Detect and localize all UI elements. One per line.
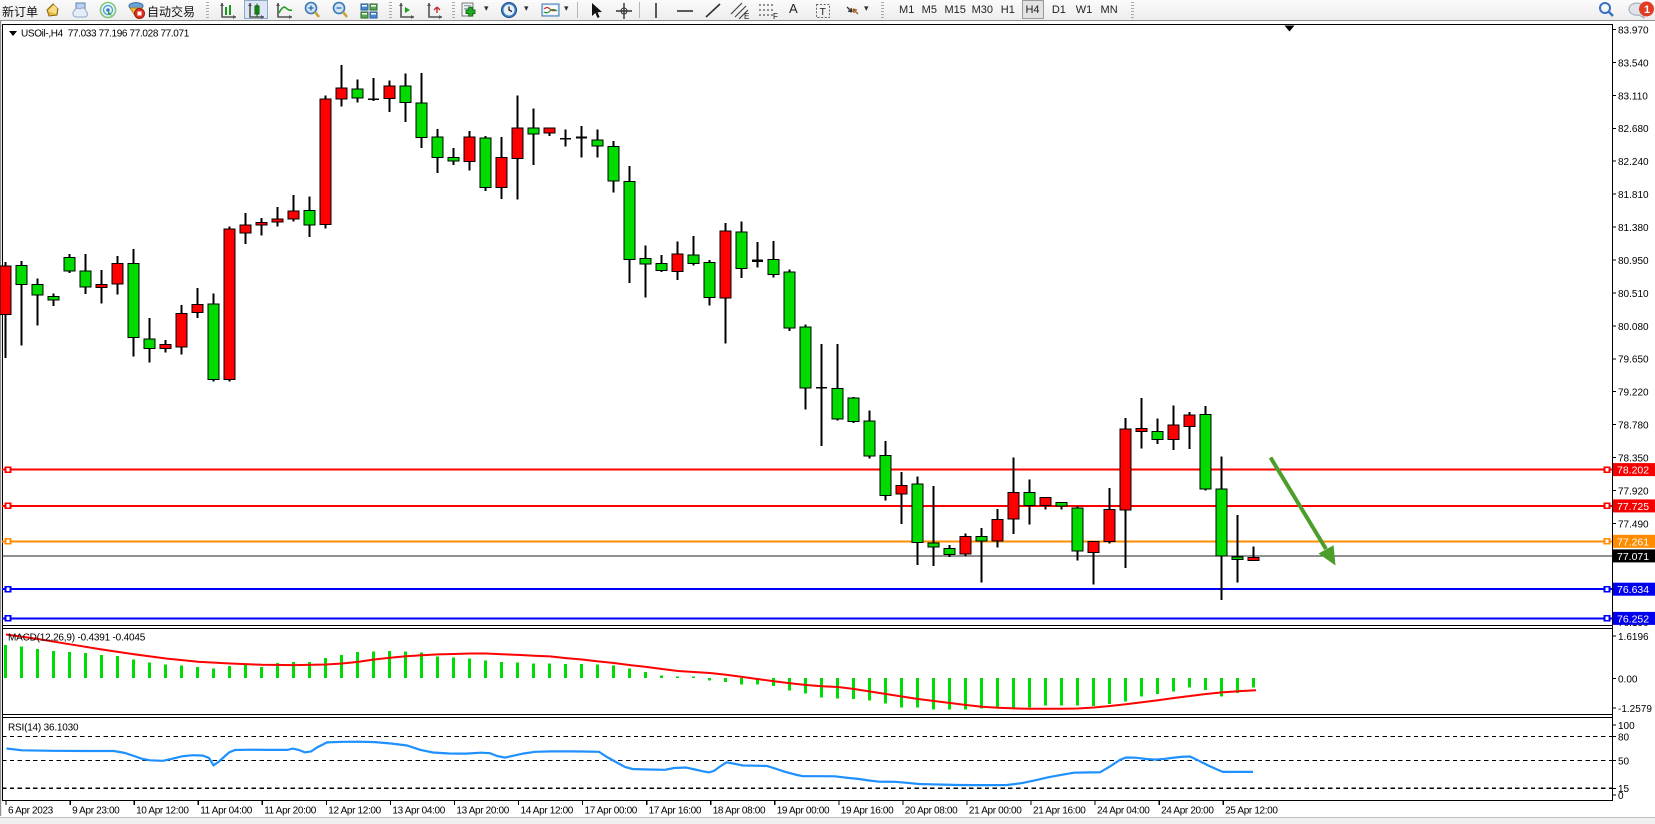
svg-text:79.650: 79.650 xyxy=(1618,355,1649,366)
svg-text:21 Apr 00:00: 21 Apr 00:00 xyxy=(969,806,1022,817)
svg-text:24 Apr 20:00: 24 Apr 20:00 xyxy=(1161,806,1214,817)
svg-text:1: 1 xyxy=(1644,4,1650,16)
svg-text:11 Apr 04:00: 11 Apr 04:00 xyxy=(200,806,253,817)
svg-text:USOil-,H4 77.033 77.196 77.02: USOil-,H4 77.033 77.196 77.028 77.071 xyxy=(21,29,190,40)
svg-text:13 Apr 20:00: 13 Apr 20:00 xyxy=(456,806,509,817)
svg-text:76.252: 76.252 xyxy=(1617,613,1649,625)
svg-text:78.350: 78.350 xyxy=(1618,453,1649,464)
svg-text:78.780: 78.780 xyxy=(1618,421,1649,432)
svg-text:13 Apr 04:00: 13 Apr 04:00 xyxy=(392,806,445,817)
svg-text:80: 80 xyxy=(1618,732,1630,743)
svg-text:83.110: 83.110 xyxy=(1618,91,1648,102)
svg-text:6 Apr 2023: 6 Apr 2023 xyxy=(8,806,54,817)
svg-text:10 Apr 12:00: 10 Apr 12:00 xyxy=(136,806,189,817)
svg-text:11 Apr 20:00: 11 Apr 20:00 xyxy=(264,806,317,817)
svg-text:19 Apr 16:00: 19 Apr 16:00 xyxy=(841,806,894,817)
svg-text:77.725: 77.725 xyxy=(1617,501,1649,513)
svg-text:T: T xyxy=(820,6,827,18)
svg-text:15: 15 xyxy=(1618,784,1630,795)
svg-text:12 Apr 12:00: 12 Apr 12:00 xyxy=(328,806,381,817)
svg-text:14 Apr 12:00: 14 Apr 12:00 xyxy=(521,806,574,817)
svg-text:82.240: 82.240 xyxy=(1618,157,1649,168)
svg-text:80.510: 80.510 xyxy=(1618,289,1649,300)
svg-text:E: E xyxy=(744,12,749,21)
svg-text:81.810: 81.810 xyxy=(1618,190,1649,201)
svg-text:77.071: 77.071 xyxy=(1617,551,1649,563)
svg-text:80.080: 80.080 xyxy=(1618,322,1649,333)
svg-text:0: 0 xyxy=(1618,791,1624,802)
svg-text:18 Apr 08:00: 18 Apr 08:00 xyxy=(713,806,766,817)
svg-text:77.920: 77.920 xyxy=(1618,486,1649,497)
svg-text:77.261: 77.261 xyxy=(1617,536,1649,548)
svg-text:1.6196: 1.6196 xyxy=(1618,632,1649,643)
svg-text:100: 100 xyxy=(1618,721,1635,732)
svg-text:0.00: 0.00 xyxy=(1618,674,1638,685)
svg-text:19 Apr 00:00: 19 Apr 00:00 xyxy=(777,806,830,817)
svg-text:83.970: 83.970 xyxy=(1618,25,1649,36)
svg-text:MACD(12,26,9) -0.4391 -0.4045: MACD(12,26,9) -0.4391 -0.4045 xyxy=(8,633,146,644)
svg-text:50: 50 xyxy=(1618,756,1630,767)
svg-text:17 Apr 00:00: 17 Apr 00:00 xyxy=(585,806,638,817)
svg-text:-1.2579: -1.2579 xyxy=(1618,704,1652,715)
svg-text:17 Apr 16:00: 17 Apr 16:00 xyxy=(649,806,702,817)
svg-text:21 Apr 16:00: 21 Apr 16:00 xyxy=(1033,806,1086,817)
svg-text:9 Apr 23:00: 9 Apr 23:00 xyxy=(72,806,120,817)
svg-text:78.202: 78.202 xyxy=(1617,465,1649,477)
svg-text:81.380: 81.380 xyxy=(1618,223,1649,234)
svg-text:77.490: 77.490 xyxy=(1618,519,1649,530)
svg-text:76.634: 76.634 xyxy=(1617,584,1649,596)
svg-text:RSI(14) 36.1030: RSI(14) 36.1030 xyxy=(8,723,79,734)
svg-text:79.220: 79.220 xyxy=(1618,388,1649,399)
svg-text:20 Apr 08:00: 20 Apr 08:00 xyxy=(905,806,958,817)
svg-text:F: F xyxy=(773,12,778,21)
svg-text:24 Apr 04:00: 24 Apr 04:00 xyxy=(1097,806,1150,817)
svg-text:80.950: 80.950 xyxy=(1618,256,1649,267)
svg-text:25 Apr 12:00: 25 Apr 12:00 xyxy=(1225,806,1278,817)
svg-text:82.680: 82.680 xyxy=(1618,124,1649,135)
svg-text:83.540: 83.540 xyxy=(1618,58,1649,69)
